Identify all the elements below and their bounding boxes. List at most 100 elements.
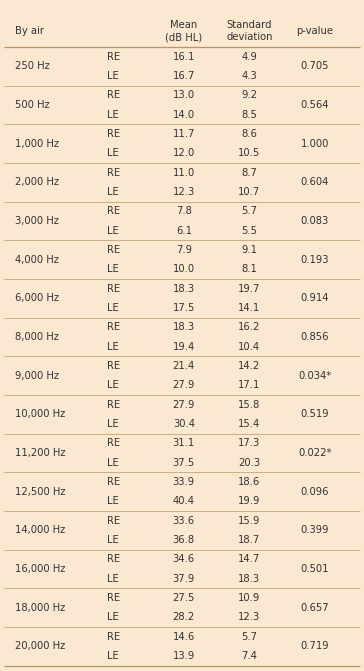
Text: 30.4: 30.4 xyxy=(173,419,195,429)
Text: 0.657: 0.657 xyxy=(301,603,329,613)
Text: 18.3: 18.3 xyxy=(238,574,260,584)
Text: 2,000 Hz: 2,000 Hz xyxy=(15,177,59,187)
Text: 19.4: 19.4 xyxy=(173,342,195,352)
Text: 12.0: 12.0 xyxy=(173,148,195,158)
Text: 0.519: 0.519 xyxy=(301,409,329,419)
Text: LE: LE xyxy=(107,497,119,507)
Text: 14.2: 14.2 xyxy=(238,361,261,371)
Text: 10,000 Hz: 10,000 Hz xyxy=(15,409,65,419)
Text: LE: LE xyxy=(107,419,119,429)
Text: RE: RE xyxy=(107,554,120,564)
Text: 11,200 Hz: 11,200 Hz xyxy=(15,448,65,458)
Text: 17.5: 17.5 xyxy=(173,303,195,313)
Text: 8.5: 8.5 xyxy=(241,109,257,119)
Text: RE: RE xyxy=(107,245,120,255)
Text: LE: LE xyxy=(107,342,119,352)
Text: 12.3: 12.3 xyxy=(238,613,261,622)
Text: 34.6: 34.6 xyxy=(173,554,195,564)
Text: 27.9: 27.9 xyxy=(173,380,195,391)
Text: 0.856: 0.856 xyxy=(301,332,329,342)
Text: RE: RE xyxy=(107,52,120,62)
Text: LE: LE xyxy=(107,613,119,622)
Text: LE: LE xyxy=(107,109,119,119)
Text: 250 Hz: 250 Hz xyxy=(15,61,49,71)
Text: 0.501: 0.501 xyxy=(301,564,329,574)
Text: 16.1: 16.1 xyxy=(173,52,195,62)
Text: 9,000 Hz: 9,000 Hz xyxy=(15,370,59,380)
Text: 14.0: 14.0 xyxy=(173,109,195,119)
Text: 0.914: 0.914 xyxy=(301,293,329,303)
Text: 8,000 Hz: 8,000 Hz xyxy=(15,332,59,342)
Text: 0.096: 0.096 xyxy=(301,486,329,497)
Text: 1.000: 1.000 xyxy=(301,139,329,149)
Text: 27.9: 27.9 xyxy=(173,400,195,409)
Text: 8.6: 8.6 xyxy=(241,129,257,139)
Text: 500 Hz: 500 Hz xyxy=(15,100,49,110)
Text: LE: LE xyxy=(107,651,119,661)
Text: 10.0: 10.0 xyxy=(173,264,195,274)
Text: LE: LE xyxy=(107,574,119,584)
Text: 18.7: 18.7 xyxy=(238,535,261,545)
Text: 37.5: 37.5 xyxy=(173,458,195,468)
Text: RE: RE xyxy=(107,515,120,525)
Text: 10.4: 10.4 xyxy=(238,342,260,352)
Text: 17.3: 17.3 xyxy=(238,438,261,448)
Text: 10.5: 10.5 xyxy=(238,148,261,158)
Text: 7.8: 7.8 xyxy=(176,206,192,216)
Text: 11.7: 11.7 xyxy=(173,129,195,139)
Text: 37.9: 37.9 xyxy=(173,574,195,584)
Text: 14.6: 14.6 xyxy=(173,631,195,641)
Text: LE: LE xyxy=(107,225,119,236)
Text: 0.034*: 0.034* xyxy=(298,370,332,380)
Text: 18.6: 18.6 xyxy=(238,477,261,487)
Text: 33.9: 33.9 xyxy=(173,477,195,487)
Text: 18,000 Hz: 18,000 Hz xyxy=(15,603,65,613)
Text: 19.7: 19.7 xyxy=(238,284,261,294)
Text: 5.5: 5.5 xyxy=(241,225,257,236)
Text: RE: RE xyxy=(107,322,120,332)
Text: RE: RE xyxy=(107,593,120,603)
Text: 12.3: 12.3 xyxy=(173,187,195,197)
Text: 12,500 Hz: 12,500 Hz xyxy=(15,486,65,497)
Text: 3,000 Hz: 3,000 Hz xyxy=(15,216,59,226)
Text: 0.083: 0.083 xyxy=(301,216,329,226)
Text: 27.5: 27.5 xyxy=(173,593,195,603)
Text: 9.1: 9.1 xyxy=(241,245,257,255)
Text: 13.0: 13.0 xyxy=(173,91,195,100)
Text: 21.4: 21.4 xyxy=(173,361,195,371)
Text: LE: LE xyxy=(107,458,119,468)
Text: RE: RE xyxy=(107,361,120,371)
Text: 15.9: 15.9 xyxy=(238,515,261,525)
Text: 5.7: 5.7 xyxy=(241,631,257,641)
Text: LE: LE xyxy=(107,303,119,313)
Text: 4.9: 4.9 xyxy=(241,52,257,62)
Text: 11.0: 11.0 xyxy=(173,168,195,178)
Text: 6.1: 6.1 xyxy=(176,225,192,236)
Text: 19.9: 19.9 xyxy=(238,497,261,507)
Text: 0.604: 0.604 xyxy=(301,177,329,187)
Text: 4,000 Hz: 4,000 Hz xyxy=(15,254,59,264)
Text: 14.1: 14.1 xyxy=(238,303,261,313)
Text: 28.2: 28.2 xyxy=(173,613,195,622)
Text: 4.3: 4.3 xyxy=(241,71,257,81)
Text: LE: LE xyxy=(107,264,119,274)
Text: RE: RE xyxy=(107,129,120,139)
Text: 7.9: 7.9 xyxy=(176,245,192,255)
Text: 6,000 Hz: 6,000 Hz xyxy=(15,293,59,303)
Text: RE: RE xyxy=(107,477,120,487)
Text: 0.193: 0.193 xyxy=(301,254,329,264)
Text: 10.9: 10.9 xyxy=(238,593,261,603)
Text: 17.1: 17.1 xyxy=(238,380,261,391)
Text: LE: LE xyxy=(107,71,119,81)
Text: RE: RE xyxy=(107,91,120,100)
Text: 8.1: 8.1 xyxy=(241,264,257,274)
Text: RE: RE xyxy=(107,631,120,641)
Text: Mean
(dB HL): Mean (dB HL) xyxy=(165,19,202,42)
Text: 8.7: 8.7 xyxy=(241,168,257,178)
Text: 18.3: 18.3 xyxy=(173,284,195,294)
Text: 7.4: 7.4 xyxy=(241,651,257,661)
Text: 20.3: 20.3 xyxy=(238,458,260,468)
Text: 18.3: 18.3 xyxy=(173,322,195,332)
Text: 16,000 Hz: 16,000 Hz xyxy=(15,564,65,574)
Text: 14.7: 14.7 xyxy=(238,554,261,564)
